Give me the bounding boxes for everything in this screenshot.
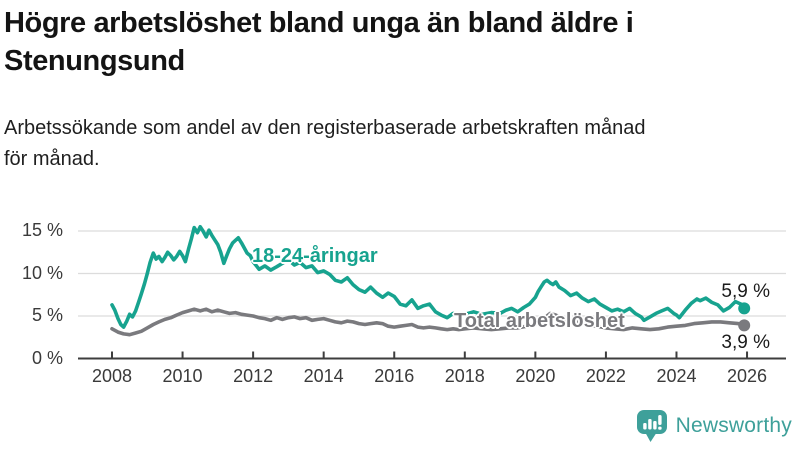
x-tick-label: 2026 <box>727 366 768 386</box>
x-tick-label: 2018 <box>444 366 485 386</box>
newsworthy-brand-text: Newsworthy <box>675 413 792 437</box>
x-tick-label: 2022 <box>585 366 626 386</box>
y-tick-label: 5 % <box>31 305 63 325</box>
chart-subtitle: Arbetssökande som andel av den registerb… <box>4 113 794 175</box>
series-line <box>110 225 747 329</box>
newsworthy-logo-icon <box>636 407 669 444</box>
title-line-2: Stenungsund <box>4 45 185 77</box>
x-tick-label: 2008 <box>91 366 133 386</box>
series-line <box>110 307 747 337</box>
series-end-dot <box>738 319 751 332</box>
subtitle-line-1: Arbetssökande som andel av den registerb… <box>4 117 646 139</box>
y-tick-label: 0 % <box>31 347 63 368</box>
title-line-1: Högre arbetslöshet bland unga än bland ä… <box>4 7 634 39</box>
x-tick-label: 2020 <box>515 366 556 386</box>
y-tick-label: 10 % <box>21 262 63 283</box>
series-label-youth: 18-24-åringar <box>252 245 378 267</box>
series-end-dot <box>738 302 751 315</box>
x-tick-label: 2024 <box>656 366 697 386</box>
x-tick-label: 2016 <box>374 366 415 386</box>
newsworthy-brand-link[interactable]: Newsworthy <box>636 407 792 444</box>
end-value-label-youth: 5,9 % <box>721 281 770 302</box>
x-tick-label: 2012 <box>233 366 274 386</box>
page-title: Högre arbetslöshet bland unga än bland ä… <box>4 4 784 80</box>
subtitle-line-2: för månad. <box>4 148 100 170</box>
x-tick-label: 2014 <box>303 366 344 386</box>
series-label-total: Total arbetslöshet <box>454 310 625 332</box>
y-tick-label: 15 % <box>21 220 63 240</box>
end-value-label-total: 3,9 % <box>721 332 770 353</box>
x-tick-label: 2010 <box>162 366 203 386</box>
